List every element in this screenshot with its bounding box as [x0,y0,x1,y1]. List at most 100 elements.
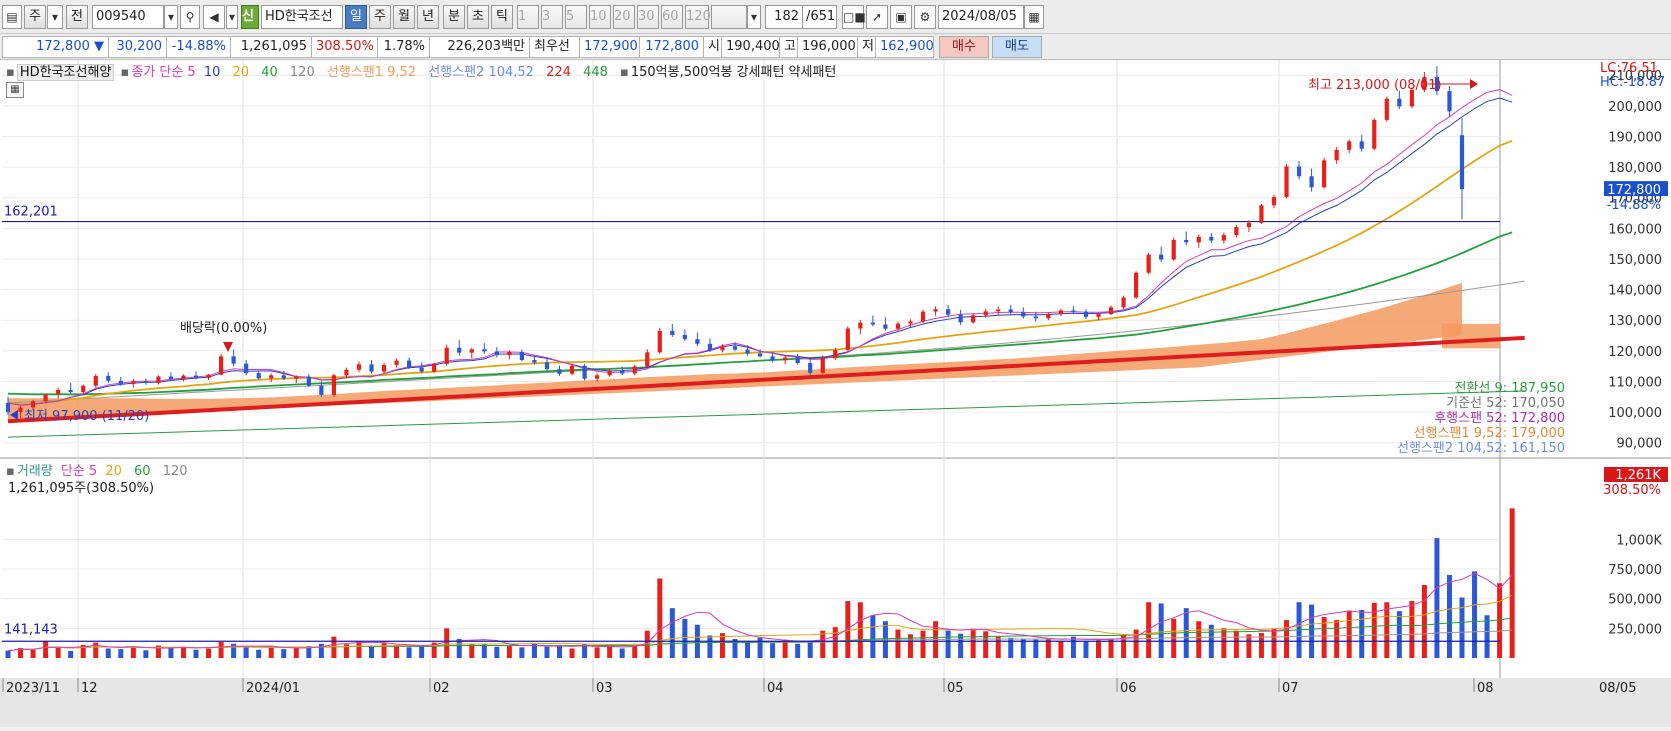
price-change-pct: -14.88% [167,36,231,58]
prev-button[interactable]: 전 [66,5,88,29]
volume-bar [93,642,99,658]
volume-bar [105,648,111,658]
legend-vol-ma20[interactable]: 20 [105,464,122,479]
candle-body [920,311,926,322]
period-tick[interactable]: 틱 [491,5,513,29]
screen-menu-icon[interactable]: ▤ [2,5,22,29]
volume-bar [945,630,951,658]
candle-body [494,351,499,356]
legend-span2[interactable]: 선행스팬2 104,52 [428,65,534,80]
candle-body [156,376,161,383]
trend-line-icon[interactable]: ➚ [866,5,888,29]
interval-20[interactable]: 20 [613,5,635,29]
legend-span1[interactable]: 선행스팬1 9,52 [326,65,417,80]
candle-body [933,309,938,312]
candle-body [657,330,662,353]
interval-60[interactable]: 60 [661,5,683,29]
custom-interval-input[interactable] [711,5,747,29]
save-icon[interactable]: ▣ [890,5,912,29]
speaker-dropdown-icon[interactable]: ▾ [226,5,238,29]
candle-body [507,352,512,356]
x-tick-label: 05 [947,681,964,696]
x-tick-label: 02 [433,681,450,696]
candle-body [1021,312,1026,317]
volume-bar [1421,585,1427,658]
custom-interval-dropdown-icon[interactable]: ▾ [747,5,761,29]
legend-ma40[interactable]: 40 [261,65,278,80]
candle-body [1234,227,1239,236]
volume-bar [544,646,550,658]
candle-body [369,364,374,372]
date-input[interactable]: 2024/08/05 [938,5,1024,29]
price-legend: ▪ HD한국조선해양 ▪ 종가 단순 5 10 20 40 120 선행스팬1 9,… [6,61,844,81]
volume-bar [1409,601,1415,658]
sell-button[interactable]: 매도 [992,36,1042,58]
price-tick-label: 90,000 [1617,437,1663,452]
x-tick-label: 07 [1282,681,1299,696]
ma448-line [7,390,1525,438]
interval-3[interactable]: 3 [541,5,563,29]
volume-bar [795,643,801,658]
period-day[interactable]: 일 [345,5,367,29]
candle-body [833,349,838,359]
stock-code-input[interactable]: 009540 [92,5,164,29]
volume-value: 1,261,095 [231,36,312,58]
candle-body [319,385,324,395]
low-label: 저 [858,36,876,58]
interval-120[interactable]: 120 [685,5,711,29]
code-dropdown-icon[interactable]: ▾ [164,5,178,29]
legend-volume[interactable]: 거래량 [16,464,53,479]
volume-bar [55,646,61,658]
speaker-icon[interactable]: ◀ [203,5,225,29]
candle-body [256,373,261,379]
volume-bar [218,641,224,658]
dividend-arrow-icon [223,342,233,352]
interval-1[interactable]: 1 [517,5,539,29]
period-year[interactable]: 년 [417,5,439,29]
period-minute[interactable]: 분 [443,5,465,29]
buy-button[interactable]: 매수 [939,36,989,58]
price-volume-chart[interactable]: 210,000200,000190,000180,000170,000160,0… [0,60,1671,727]
interval-10[interactable]: 10 [589,5,611,29]
best-bid: 172,800 [640,36,704,58]
period-month[interactable]: 월 [393,5,415,29]
legend-vol-ma60[interactable]: 60 [134,464,151,479]
candle-body [1271,197,1277,206]
volume-bar [682,618,688,658]
legend-stock-name[interactable]: HD한국조선해양 [16,64,115,81]
table-icon[interactable]: ▦ [6,82,24,98]
volume-bar [1045,638,1051,658]
market-type-stock[interactable]: 주 [24,5,46,29]
volume-bar [920,630,926,658]
candle-body [294,376,299,379]
volume-bar [1258,633,1264,658]
legend-ma5[interactable]: 종가 단순 5 [131,65,196,80]
volume-bar [155,645,161,658]
period-week[interactable]: 주 [369,5,391,29]
period-second[interactable]: 초 [467,5,489,29]
legend-vol-ma120[interactable]: 120 [162,464,188,479]
legend-ma20[interactable]: 20 [232,65,250,80]
interval-5[interactable]: 5 [565,5,587,29]
legend-ma224[interactable]: 224 [546,65,571,80]
volume-bar [1384,602,1390,658]
legend-vol-ma5[interactable]: 단순 5 [60,464,98,479]
legend-ma120[interactable]: 120 [289,65,315,80]
search-icon[interactable]: ⚲ [180,5,200,29]
bar-count-input[interactable]: 182 [765,5,803,29]
gear-icon[interactable]: ⚙ [914,5,936,29]
candle-type-icon[interactable]: □■ [842,5,866,29]
interval-30[interactable]: 30 [637,5,659,29]
market-type-dropdown-icon[interactable]: ▾ [47,5,63,29]
legend-ma448[interactable]: 448 [583,65,608,80]
volume-bar [657,578,663,658]
candle-body [757,353,763,357]
volume-bar [1096,640,1101,658]
legend-pattern[interactable]: 150억봉,500억봉 강세패턴 약세패턴 [630,65,837,80]
calendar-icon[interactable]: ▦ [1024,5,1044,29]
volume-bar [1058,641,1064,658]
legend-ma10[interactable]: 10 [203,65,221,80]
volume-bar [732,639,738,658]
volume-bar [619,648,625,658]
candle-body [820,358,825,373]
